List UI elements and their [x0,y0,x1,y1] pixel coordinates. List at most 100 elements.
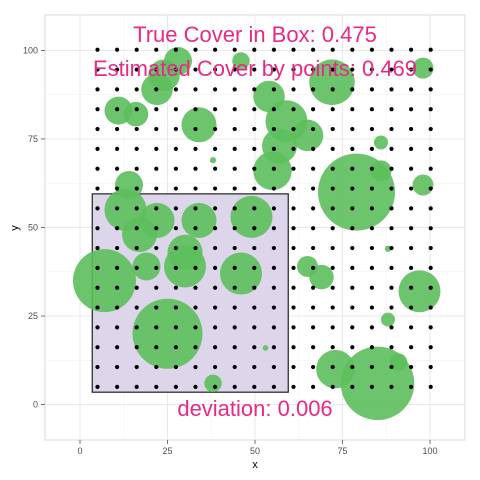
sample-point [134,146,139,151]
cover-circle [291,119,324,152]
sample-point [173,364,178,370]
sample-point [311,166,316,171]
sample-point [95,67,100,72]
sample-point [291,285,296,290]
cover-circle [230,195,273,238]
sample-point [369,47,374,52]
cover-circle [132,298,203,369]
sample-point [428,364,433,370]
sample-point [409,305,414,310]
sample-point [291,325,296,330]
sample-point [154,107,159,112]
sample-point [428,166,433,171]
sample-point [115,305,120,310]
sample-point [369,206,374,211]
sample-point [173,107,178,112]
y-tick-label: 75 [28,134,38,144]
sample-point [154,146,159,151]
sample-point [350,87,355,92]
sample-point [389,285,394,290]
sample-point [311,285,316,290]
sample-point [271,364,276,370]
sample-point [154,285,159,290]
sample-point [115,47,120,52]
sample-point [428,265,433,270]
sample-point [213,325,218,330]
sample-point [95,285,100,290]
sample-point [154,186,159,191]
sample-point [389,265,394,270]
sample-point [134,47,139,52]
sample-point [213,47,218,52]
sample-point [409,126,414,132]
sample-point [428,325,433,330]
sample-point [291,166,296,171]
cover-circle [253,151,292,191]
sample-point [95,146,100,151]
sample-point [154,206,159,211]
sample-point [409,325,414,330]
sample-point [271,47,276,52]
sample-point [428,245,433,251]
sample-point [389,226,394,231]
cover-circle [132,252,161,281]
sample-point [173,146,178,151]
sample-point [115,285,120,290]
sample-point [193,107,198,112]
sample-point [350,305,355,310]
sample-point [311,265,316,270]
sample-point [291,107,296,112]
x-axis-title: x [252,459,258,471]
sample-point [369,67,374,72]
y-tick-label: 25 [28,311,38,321]
sample-point [389,245,394,251]
sample-point [428,87,433,92]
x-tick-label: 75 [337,446,347,456]
sample-point [173,47,178,52]
sample-point [271,384,276,389]
sample-point [252,325,257,330]
sample-point [232,285,237,290]
sample-point [271,166,276,171]
sample-point [252,67,257,72]
sample-point [95,107,100,112]
sample-point [154,245,159,251]
sample-point [311,126,316,132]
cover-circle [220,252,262,295]
sample-point [252,206,257,211]
cover-circle [139,202,175,238]
cover-circle [412,174,434,196]
sample-point [134,345,139,350]
sample-point [252,265,257,270]
sample-point [154,364,159,370]
sample-points [95,47,433,389]
sample-point [173,345,178,350]
sample-point [369,345,374,350]
sample-point [193,325,198,330]
sample-point [115,146,120,151]
sample-point [311,245,316,251]
y-tick-label: 50 [28,223,38,233]
sample-point [213,384,218,389]
sample-point [330,186,335,191]
sample-point [311,305,316,310]
sample-point [252,285,257,290]
sample-point [173,265,178,270]
sample-point [95,265,100,270]
sample-point [154,325,159,330]
sample-point [193,67,198,72]
cover-circle [309,264,334,290]
sample-point [134,87,139,92]
sample-point [330,166,335,171]
sample-point [232,364,237,370]
sample-point [409,285,414,290]
sample-point [115,206,120,211]
sample-point [173,87,178,92]
sample-point [232,146,237,151]
sample-point [389,384,394,389]
sample-point [193,87,198,92]
cover-circle [123,101,149,127]
sample-point [193,364,198,370]
sample-point [389,166,394,171]
sample-point [350,265,355,270]
